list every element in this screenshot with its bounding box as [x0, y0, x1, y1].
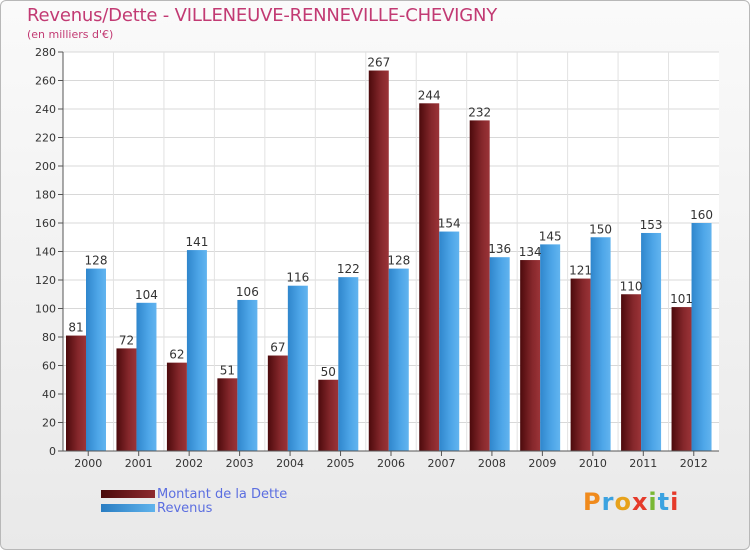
bar-revenus-2009: [540, 244, 561, 451]
y-tick-label: 200: [35, 160, 56, 173]
bar-revenus-2006: [388, 268, 409, 451]
data-label: 121: [569, 264, 592, 278]
legend-swatch-revenus: [101, 504, 155, 512]
data-label: 101: [670, 292, 693, 306]
data-label: 110: [620, 279, 643, 293]
y-tick-label: 180: [35, 189, 56, 202]
data-label: 232: [468, 105, 491, 119]
y-tick-label: 240: [35, 103, 56, 116]
logo-letter: t: [657, 488, 671, 516]
data-label: 154: [438, 217, 461, 231]
data-label: 62: [169, 348, 184, 362]
legend-item-dette: Montant de la Dette: [101, 486, 288, 502]
proxiti-logo: Proxiti: [583, 488, 679, 516]
x-tick-label: 2008: [478, 457, 506, 470]
bar-revenus-2003: [237, 299, 258, 451]
data-label: 50: [321, 365, 336, 379]
bar-revenus-2008: [489, 257, 510, 451]
data-label: 67: [270, 341, 285, 355]
data-label: 150: [589, 222, 612, 236]
data-label: 106: [236, 285, 259, 299]
bar-dette-2003: [217, 378, 238, 451]
bar-dette-2012: [671, 307, 692, 451]
bar-revenus-2012: [691, 223, 712, 451]
bar-revenus-2007: [439, 231, 460, 451]
y-tick-label: 260: [35, 75, 56, 88]
x-tick-label: 2003: [226, 457, 254, 470]
bar-revenus-2000: [86, 268, 106, 451]
logo-letter: P: [583, 488, 602, 516]
chart-subtitle: (en milliers d'€): [27, 28, 114, 41]
bar-dette-2002: [166, 362, 187, 451]
logo-letter: x: [631, 488, 649, 516]
data-label: 81: [68, 321, 83, 335]
legend-label-revenus: Revenus: [157, 500, 213, 516]
bar-revenus-2001: [136, 302, 157, 451]
y-tick-label: 60: [42, 360, 56, 373]
data-label: 134: [519, 245, 542, 259]
data-label: 104: [135, 288, 158, 302]
y-tick-label: 80: [42, 331, 56, 344]
y-tick-label: 280: [35, 46, 56, 59]
x-tick-label: 2007: [427, 457, 455, 470]
y-tick-label: 220: [35, 132, 56, 145]
bar-dette-2004: [267, 355, 288, 451]
data-label: 72: [119, 333, 134, 347]
bar-dette-2005: [318, 379, 339, 451]
y-tick-label: 40: [42, 388, 56, 401]
x-tick-label: 2012: [680, 457, 708, 470]
x-tick-label: 2002: [175, 457, 203, 470]
data-label: 244: [418, 88, 441, 102]
logo-letter: o: [614, 488, 632, 516]
logo-letter: r: [601, 488, 615, 516]
data-label: 141: [185, 235, 208, 249]
bar-revenus-2002: [186, 250, 207, 451]
data-label: 128: [387, 254, 410, 268]
x-tick-label: 2000: [74, 457, 102, 470]
bar-dette-2006: [368, 70, 389, 452]
legend-swatch-dette: [101, 490, 155, 498]
data-label: 267: [367, 56, 390, 70]
legend: Montant de la Dette Revenus: [101, 486, 288, 516]
legend-label-dette: Montant de la Dette: [157, 486, 288, 502]
data-label: 51: [220, 363, 235, 377]
bar-dette-2000: [66, 335, 86, 451]
y-tick-label: 140: [35, 246, 56, 259]
data-label: 160: [690, 208, 713, 222]
logo-letter: i: [648, 488, 658, 516]
data-label: 128: [85, 254, 108, 268]
legend-item-revenus: Revenus: [101, 500, 287, 516]
bar-dette-2010: [570, 278, 591, 451]
y-tick-label: 120: [35, 274, 56, 287]
bar-dette-2008: [469, 120, 490, 452]
chart-title: Revenus/Dette - VILLENEUVE-RENNEVILLE-CH…: [27, 5, 498, 26]
y-tick-label: 20: [42, 417, 56, 430]
data-label: 122: [337, 262, 360, 276]
y-tick-label: 0: [49, 445, 56, 458]
bar-revenus-2005: [338, 277, 359, 451]
bar-dette-2011: [621, 294, 642, 451]
x-tick-label: 2005: [327, 457, 355, 470]
x-tick-label: 2011: [629, 457, 657, 470]
x-tick-label: 2006: [377, 457, 405, 470]
bar-revenus-2010: [590, 237, 611, 451]
x-tick-label: 2010: [579, 457, 607, 470]
bar-dette-2009: [520, 260, 541, 451]
bar-revenus-2011: [641, 232, 662, 451]
bar-dette-2001: [116, 348, 137, 451]
bar-revenus-2004: [287, 285, 308, 451]
data-label: 153: [640, 218, 663, 232]
data-label: 116: [286, 271, 309, 285]
y-tick-label: 160: [35, 217, 56, 230]
y-tick-label: 100: [35, 303, 56, 316]
data-label: 136: [488, 242, 511, 256]
data-label: 145: [539, 229, 562, 243]
x-tick-label: 2001: [125, 457, 153, 470]
x-tick-label: 2009: [528, 457, 556, 470]
x-tick-label: 2004: [276, 457, 304, 470]
logo-letter: i: [670, 488, 680, 516]
bar-dette-2007: [419, 103, 440, 452]
